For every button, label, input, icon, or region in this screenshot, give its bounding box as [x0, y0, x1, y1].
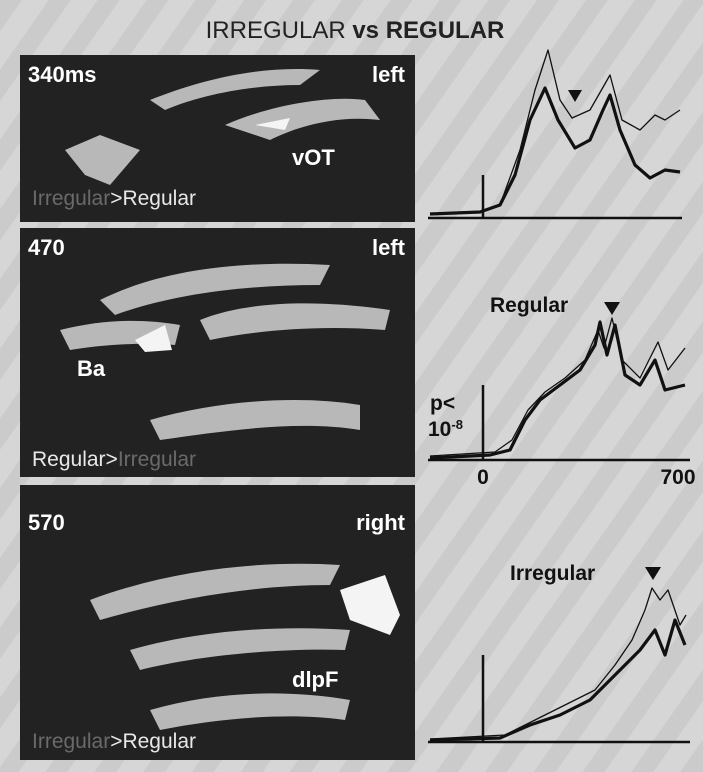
brain-panel: 570 right dlpF Irregular>Regular — [20, 485, 415, 760]
hemisphere-label: left — [372, 62, 406, 87]
hemisphere-label: left — [372, 235, 406, 260]
x-tick-label: 0 — [477, 466, 489, 489]
time-label: 470 — [28, 235, 65, 260]
contrast-part: Irregular — [32, 730, 110, 753]
region-label: dlpF — [292, 667, 338, 692]
title-part: vs REGULAR — [352, 17, 504, 44]
time-label: 340ms — [28, 62, 97, 87]
contrast-part: Regular> — [32, 448, 118, 471]
title-part: IRREGULAR — [206, 17, 346, 44]
title: IRREGULAR vs REGULAR — [206, 17, 505, 44]
contrast-label: Irregular>Regular — [32, 730, 196, 753]
contrast-part: Irregular — [32, 187, 110, 210]
contrast-part: Irregular — [118, 448, 196, 471]
brain-panel: 470 left Ba Regular>Irregular — [20, 228, 415, 477]
threshold-base: 10 — [428, 418, 451, 441]
region-label: vOT — [292, 145, 335, 170]
contrast-part: >Regular — [110, 187, 196, 210]
contrast-part: >Regular — [110, 730, 196, 753]
hemisphere-label: right — [356, 510, 406, 535]
threshold-label: p< — [430, 392, 455, 415]
contrast-label: Regular>Irregular — [32, 448, 196, 471]
panel-bg — [20, 228, 415, 477]
figure: IRREGULAR vs REGULAR 340ms left vOT Irre… — [0, 0, 703, 772]
threshold-exponent: -8 — [451, 417, 463, 432]
x-tick-label: 700 — [660, 466, 695, 489]
series-label: Regular — [490, 294, 568, 317]
time-label: 570 — [28, 510, 65, 535]
series-label: Irregular — [510, 562, 595, 585]
region-label: Ba — [77, 356, 106, 381]
contrast-label: Irregular>Regular — [32, 187, 196, 210]
brain-panel: 340ms left vOT Irregular>Regular — [20, 55, 415, 222]
